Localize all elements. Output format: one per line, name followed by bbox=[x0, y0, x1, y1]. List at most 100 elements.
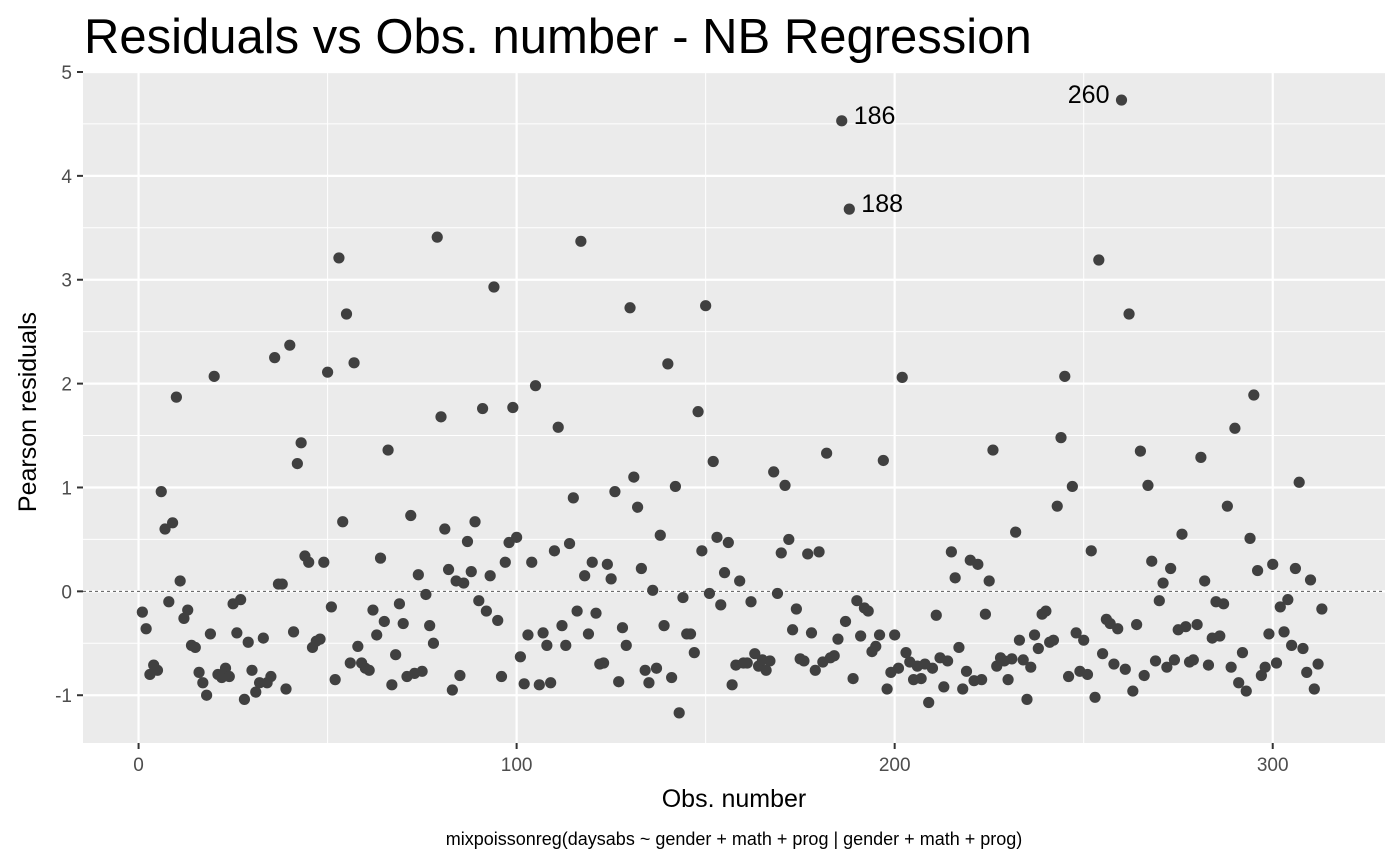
data-point bbox=[174, 575, 186, 587]
data-point bbox=[1040, 605, 1052, 617]
data-point bbox=[393, 598, 406, 610]
data-point bbox=[669, 480, 682, 493]
data-point bbox=[1149, 655, 1162, 667]
data-point bbox=[696, 545, 708, 557]
data-point bbox=[1059, 370, 1071, 382]
data-point bbox=[166, 517, 179, 529]
data-point bbox=[616, 622, 629, 634]
data-point bbox=[1267, 558, 1279, 570]
data-point bbox=[1127, 685, 1139, 697]
data-point bbox=[204, 628, 217, 640]
data-point bbox=[628, 471, 640, 483]
data-point bbox=[941, 655, 954, 667]
data-point bbox=[1263, 628, 1275, 640]
data-point bbox=[1021, 693, 1033, 705]
data-point bbox=[295, 437, 307, 449]
data-point bbox=[666, 671, 678, 684]
data-point bbox=[1146, 555, 1158, 567]
data-point bbox=[1112, 623, 1124, 635]
data-point bbox=[246, 664, 258, 676]
data-point bbox=[1270, 657, 1283, 669]
data-point bbox=[1070, 627, 1082, 639]
data-point bbox=[473, 595, 485, 607]
data-point bbox=[476, 402, 489, 415]
data-point bbox=[1165, 562, 1177, 575]
data-point bbox=[223, 670, 235, 683]
data-point bbox=[1089, 691, 1101, 703]
point-annotation: 188 bbox=[861, 190, 903, 218]
data-point bbox=[805, 627, 818, 639]
data-point bbox=[579, 570, 591, 582]
data-point bbox=[775, 547, 787, 559]
data-point bbox=[548, 545, 561, 557]
data-point bbox=[314, 633, 326, 645]
data-point bbox=[1115, 94, 1128, 106]
data-point bbox=[242, 636, 254, 648]
data-point bbox=[1202, 659, 1215, 671]
data-point bbox=[745, 596, 757, 608]
data-point bbox=[692, 406, 704, 418]
y-tick-label: 5 bbox=[61, 63, 72, 84]
data-point bbox=[896, 371, 908, 383]
y-tick-label: 0 bbox=[61, 582, 72, 603]
data-point bbox=[862, 605, 874, 617]
data-point bbox=[855, 630, 867, 642]
data-point bbox=[424, 620, 436, 632]
data-point bbox=[1251, 564, 1264, 577]
data-point bbox=[454, 669, 466, 682]
data-point bbox=[892, 662, 905, 674]
data-point bbox=[318, 556, 330, 568]
data-point bbox=[828, 650, 840, 662]
x-tick-label: 0 bbox=[133, 755, 144, 776]
data-point bbox=[1229, 422, 1241, 434]
data-point bbox=[1248, 389, 1260, 401]
data-point bbox=[957, 683, 969, 695]
data-point bbox=[439, 523, 451, 535]
x-tick-label: 100 bbox=[501, 755, 533, 776]
data-point bbox=[813, 546, 825, 558]
data-point bbox=[1078, 634, 1090, 646]
data-point bbox=[492, 614, 504, 627]
data-point bbox=[151, 664, 164, 676]
data-point bbox=[703, 587, 716, 600]
data-point bbox=[352, 640, 364, 653]
data-point bbox=[1214, 630, 1226, 642]
data-point bbox=[631, 501, 644, 513]
data-point bbox=[1176, 528, 1188, 540]
data-point bbox=[930, 609, 942, 621]
data-point bbox=[715, 599, 727, 611]
data-point bbox=[673, 707, 685, 719]
data-point bbox=[635, 562, 647, 575]
data-point bbox=[386, 679, 398, 691]
data-point bbox=[639, 664, 651, 676]
data-point bbox=[533, 679, 545, 691]
data-point bbox=[786, 624, 799, 636]
data-point bbox=[945, 546, 957, 558]
data-point bbox=[231, 627, 243, 639]
data-point bbox=[960, 665, 973, 677]
data-point bbox=[1161, 661, 1173, 673]
data-point bbox=[760, 664, 772, 676]
data-point bbox=[851, 595, 863, 607]
data-point bbox=[465, 566, 477, 578]
data-point bbox=[873, 629, 886, 641]
data-point bbox=[291, 457, 303, 470]
data-point bbox=[1119, 663, 1131, 675]
data-point bbox=[586, 556, 598, 568]
data-point bbox=[1168, 654, 1181, 666]
data-point bbox=[193, 666, 205, 678]
data-point bbox=[238, 693, 251, 705]
data-point bbox=[1282, 594, 1294, 606]
data-point bbox=[235, 594, 247, 606]
data-point bbox=[1195, 451, 1207, 463]
data-point bbox=[1233, 677, 1245, 689]
data-point bbox=[1096, 648, 1109, 660]
data-point bbox=[1225, 661, 1237, 673]
data-point bbox=[495, 670, 508, 683]
data-point bbox=[1180, 621, 1192, 633]
data-point bbox=[843, 203, 855, 215]
data-point bbox=[654, 529, 666, 541]
data-point bbox=[1134, 445, 1147, 457]
data-point bbox=[333, 252, 345, 264]
data-point bbox=[461, 535, 474, 548]
